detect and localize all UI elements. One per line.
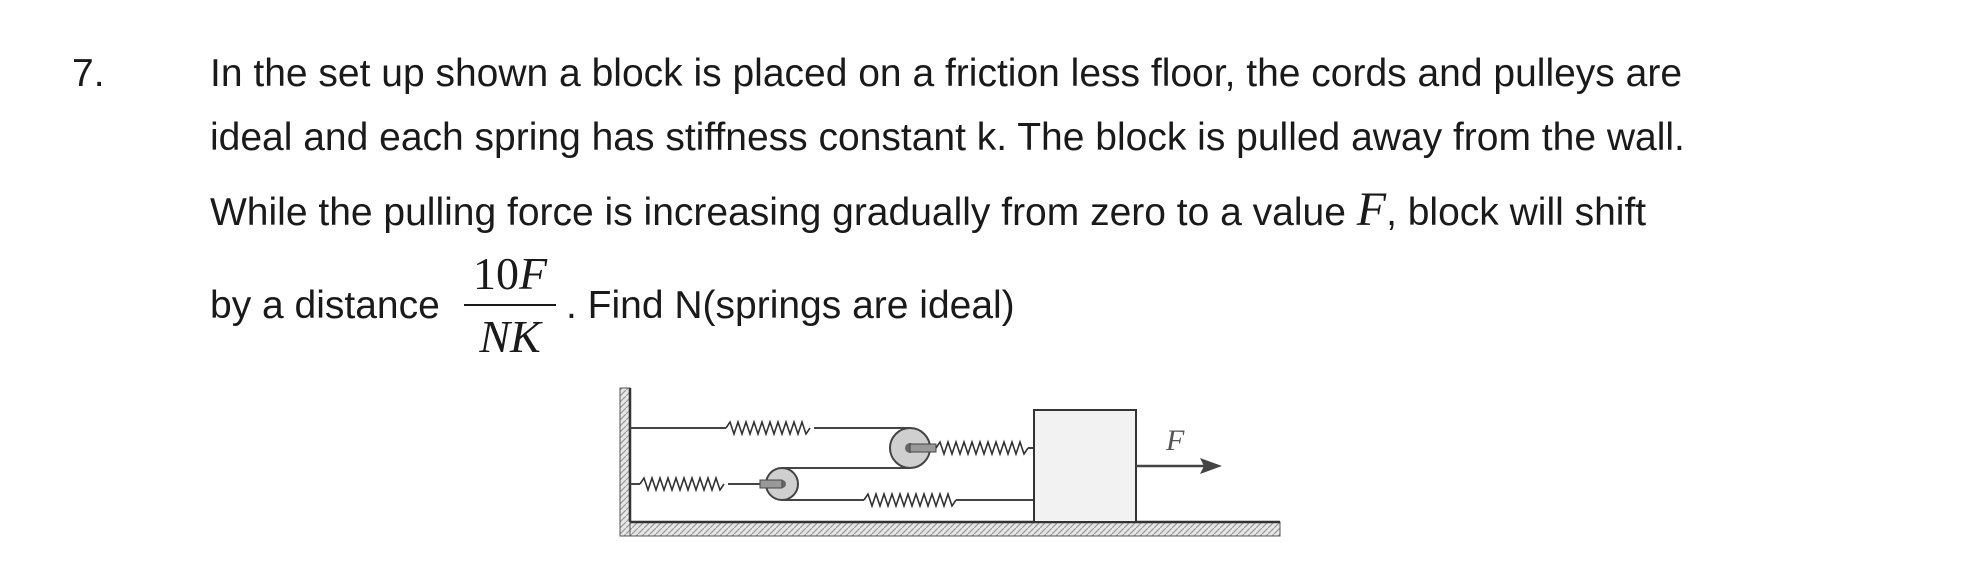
question-line-4-tail: . Find N(springs are ideal) xyxy=(566,284,1015,327)
spring-upper-left xyxy=(725,419,811,437)
floor xyxy=(619,521,1281,537)
fraction-denominator: NK xyxy=(479,311,541,362)
force-label: F xyxy=(1165,424,1185,457)
fraction-bar xyxy=(464,304,556,306)
question-line-3: While the pulling force is increasing gr… xyxy=(210,182,1646,237)
spring-pulley-diagram: F xyxy=(619,387,1281,537)
pulley-lower-bracket xyxy=(759,479,783,489)
fraction-numerator: 10F xyxy=(462,244,558,304)
question-line-4: by a distance xyxy=(210,284,440,327)
question-number: 7. xyxy=(72,52,105,95)
question-line-1: In the set up shown a block is placed on… xyxy=(210,52,1683,95)
pulley-upper-bracket xyxy=(909,443,937,453)
block xyxy=(1033,409,1137,523)
numerator-variable: F xyxy=(518,248,548,299)
line-3-tail: , block will shift xyxy=(1386,191,1647,234)
spring-lower-left xyxy=(639,475,725,493)
line-3-text: While the pulling force is increasing gr… xyxy=(210,191,1357,234)
question-line-2: ideal and each spring has stiffness cons… xyxy=(210,116,1685,159)
spring-lower-right xyxy=(863,491,957,509)
wall xyxy=(619,387,631,537)
force-symbol: F xyxy=(1356,183,1387,236)
displacement-fraction: 10F NK xyxy=(462,244,558,366)
spring-upper-right xyxy=(935,439,1029,457)
numerator-digits: 10 xyxy=(472,248,519,299)
force-arrow-head xyxy=(1200,458,1222,474)
